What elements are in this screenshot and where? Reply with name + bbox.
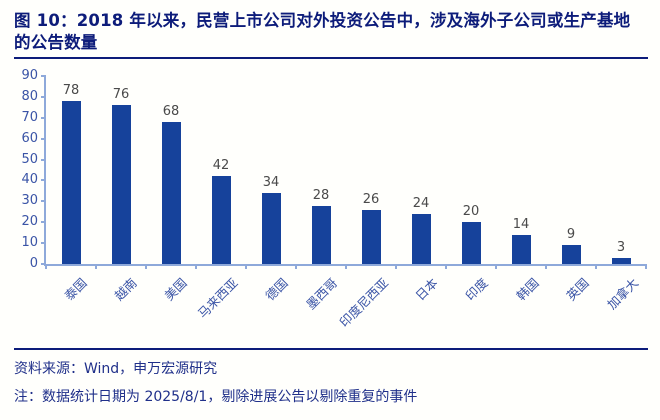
bar-value-label: 68 bbox=[162, 103, 180, 119]
x-tick-mark bbox=[94, 264, 97, 269]
x-tick-mark bbox=[295, 264, 297, 269]
x-category-label: 印度 bbox=[462, 275, 492, 304]
bar-slot: 14 bbox=[496, 76, 546, 264]
x-tick-mark bbox=[244, 264, 247, 269]
x-tick-mark bbox=[144, 264, 147, 269]
bar-slot: 26 bbox=[346, 76, 396, 264]
y-tick-mark bbox=[41, 242, 46, 245]
x-category-label: 越南 bbox=[111, 275, 140, 304]
bar-value-label: 24 bbox=[412, 195, 430, 211]
x-category-label: 泰国 bbox=[61, 275, 90, 304]
x-tick-mark bbox=[545, 264, 547, 269]
title-underline bbox=[14, 57, 648, 59]
x-axis-labels: 泰国 越南 美国 马来西亚 德国 墨西哥 印度尼西亚 日本 印度 韩国 英国 加拿大 bbox=[44, 266, 646, 338]
bar-chart: 78 76 68 42 34 28 26 24 20 14 9 3 0 10 20 30 40 50 60 70 80… bbox=[14, 68, 648, 338]
source-text: 资料来源：Wind，申万宏源研究 bbox=[14, 361, 218, 377]
x-category-label: 德国 bbox=[262, 275, 291, 304]
bar-value-label: 20 bbox=[462, 204, 480, 220]
x-tick-mark bbox=[345, 264, 347, 269]
bar-slot: 24 bbox=[396, 76, 446, 264]
x-category-label: 马来西亚 bbox=[194, 275, 241, 322]
bar-slot: 9 bbox=[546, 76, 596, 264]
y-tick-mark bbox=[41, 158, 46, 161]
y-tick-label: 90 bbox=[21, 68, 38, 83]
x-tick-mark bbox=[495, 264, 497, 269]
bar-slot: 42 bbox=[196, 76, 246, 264]
footer-divider bbox=[14, 348, 648, 350]
x-category-label: 加拿大 bbox=[604, 275, 642, 313]
y-tick-mark bbox=[41, 137, 46, 140]
x-category-label: 英国 bbox=[563, 275, 592, 304]
bar-value-label: 78 bbox=[62, 83, 80, 99]
bar bbox=[61, 101, 81, 264]
x-category-label: 韩国 bbox=[513, 275, 542, 304]
y-tick-label: 10 bbox=[21, 235, 38, 251]
bar bbox=[361, 209, 381, 264]
y-tick-label: 50 bbox=[21, 151, 38, 167]
y-tick-mark bbox=[41, 75, 46, 77]
y-tick-mark bbox=[41, 179, 46, 182]
x-category-label: 印度尼西亚 bbox=[336, 275, 391, 330]
y-tick-label: 0 bbox=[29, 256, 38, 271]
x-tick-mark bbox=[595, 264, 597, 269]
bar-slot: 76 bbox=[96, 76, 146, 264]
bar bbox=[161, 121, 181, 264]
note-text: 注：数据统计日期为 2025/8/1，剔除进展公告以剔除重复的事件 bbox=[14, 389, 418, 405]
bar-value-label: 26 bbox=[362, 191, 380, 207]
y-tick-mark bbox=[41, 200, 46, 203]
y-tick-label: 60 bbox=[21, 130, 38, 146]
y-tick-label: 20 bbox=[21, 214, 38, 230]
bar bbox=[411, 213, 431, 264]
x-tick-mark bbox=[444, 264, 447, 269]
bar-slot: 3 bbox=[596, 76, 646, 264]
bar-value-label: 42 bbox=[212, 158, 230, 174]
x-category-label: 墨西哥 bbox=[303, 275, 341, 313]
bar-slot: 78 bbox=[46, 76, 96, 264]
x-tick-mark bbox=[195, 264, 197, 269]
figure-title: 图 10：2018 年以来，民营上市公司对外投资公告中，涉及海外子公司或生产基地… bbox=[14, 11, 631, 52]
bars-container: 78 76 68 42 34 28 26 24 20 14 9 3 bbox=[46, 76, 646, 264]
y-tick-label: 40 bbox=[21, 172, 38, 188]
bar-value-label: 34 bbox=[262, 174, 280, 190]
bar-value-label: 9 bbox=[566, 227, 576, 243]
bar bbox=[111, 105, 131, 264]
y-tick-mark bbox=[41, 116, 46, 119]
x-category-label: 日本 bbox=[412, 275, 441, 304]
plot-area: 78 76 68 42 34 28 26 24 20 14 9 3 0 10 20 30 40 50 60 70 80… bbox=[21, 68, 647, 271]
bar-value-label: 76 bbox=[112, 87, 130, 103]
bar-value-label: 14 bbox=[512, 216, 530, 232]
bar bbox=[211, 176, 231, 264]
y-tick-label: 30 bbox=[21, 193, 38, 209]
y-tick-mark bbox=[41, 95, 46, 98]
y-tick-label: 80 bbox=[21, 88, 38, 104]
bar bbox=[611, 257, 631, 264]
bar bbox=[461, 222, 481, 264]
y-tick-mark bbox=[41, 221, 46, 224]
x-tick-mark bbox=[395, 264, 397, 269]
y-tick-mark bbox=[41, 263, 46, 265]
x-category-label: 美国 bbox=[161, 275, 191, 304]
bar-slot: 34 bbox=[246, 76, 296, 264]
y-tick-label: 70 bbox=[21, 109, 38, 125]
bar bbox=[511, 234, 531, 264]
x-tick-mark bbox=[45, 264, 47, 269]
bar-value-label: 28 bbox=[312, 187, 330, 203]
bar-slot: 68 bbox=[146, 76, 196, 264]
bar-slot: 20 bbox=[446, 76, 496, 264]
bar bbox=[261, 192, 281, 264]
x-tick-mark bbox=[645, 264, 647, 269]
bar-value-label: 3 bbox=[616, 239, 626, 255]
bar bbox=[311, 205, 331, 264]
bar bbox=[561, 245, 581, 264]
bar-slot: 28 bbox=[296, 76, 346, 264]
